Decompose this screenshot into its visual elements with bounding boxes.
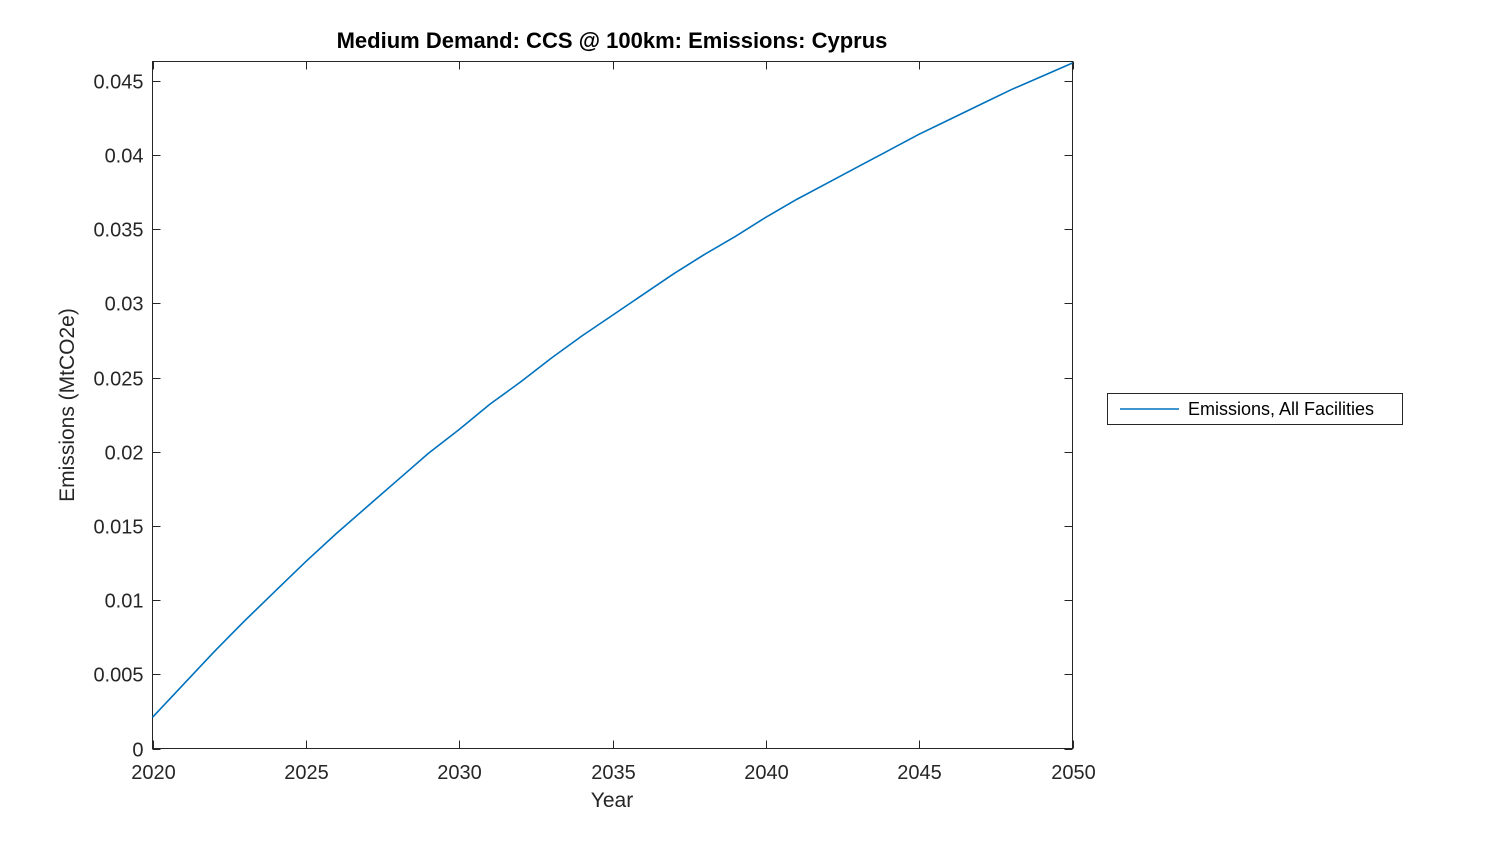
x-tick-label: 2025 — [284, 762, 329, 784]
legend: Emissions, All Facilities — [1107, 393, 1403, 425]
y-tick-label: 0.04 — [105, 146, 144, 168]
y-tick-label: 0 — [132, 740, 143, 762]
x-tick-label: 2035 — [591, 762, 636, 784]
y-tick-label: 0.03 — [105, 294, 144, 316]
y-tick-label: 0.02 — [105, 443, 144, 465]
y-tick-label: 0.015 — [93, 517, 143, 539]
axes-box — [152, 61, 1073, 749]
x-tick-label: 2050 — [1051, 762, 1096, 784]
y-tick-label: 0.035 — [93, 220, 143, 242]
y-tick-label: 0.005 — [93, 665, 143, 687]
x-tick-label: 2045 — [897, 762, 942, 784]
y-tick-label: 0.025 — [93, 369, 143, 391]
y-tick-label: 0.01 — [105, 591, 144, 613]
x-tick-label: 2030 — [437, 762, 482, 784]
y-axis-label: Emissions (MtCO2e) — [56, 308, 79, 502]
chart-title: Medium Demand: CCS @ 100km: Emissions: C… — [336, 28, 888, 53]
legend-line-sample — [1120, 408, 1179, 410]
x-tick-label: 2020 — [131, 762, 176, 784]
x-axis-label: Year — [590, 789, 634, 812]
legend-item-label: Emissions, All Facilities — [1188, 398, 1375, 419]
y-tick-label: 0.045 — [93, 72, 143, 94]
emissions-line — [151, 62, 1073, 718]
x-tick-label: 2040 — [744, 762, 789, 784]
